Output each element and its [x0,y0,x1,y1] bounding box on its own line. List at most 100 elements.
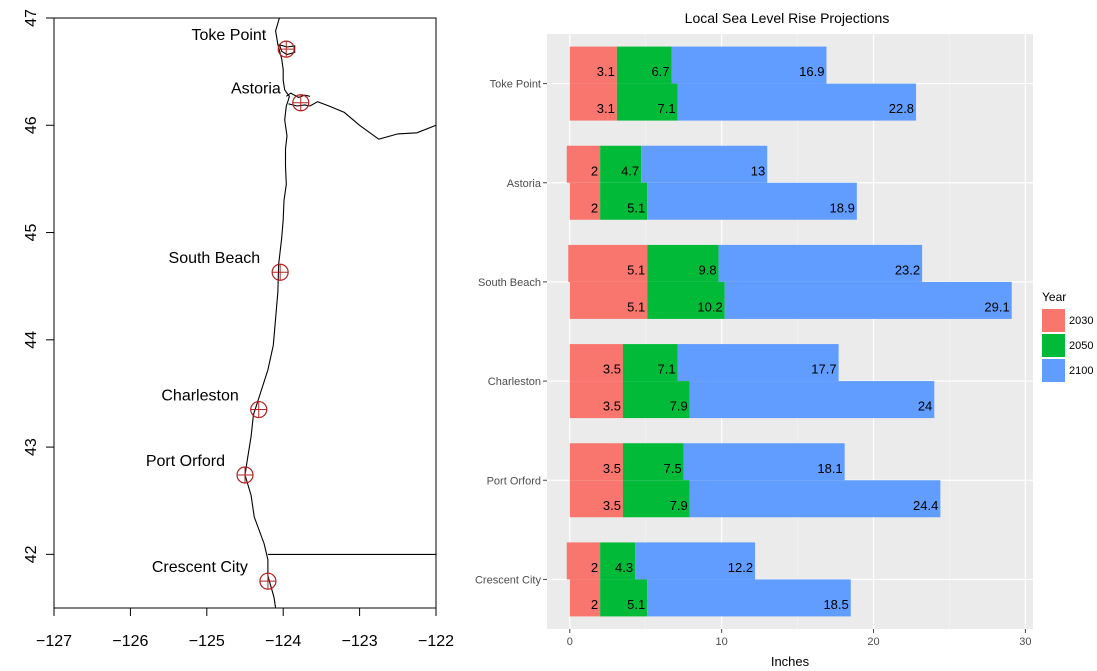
data-label: 5.1 [627,597,645,612]
data-label: 5.1 [627,200,645,215]
data-label: 3.5 [603,362,621,377]
map-x-tick-label: −127 [36,633,72,650]
data-label: 18.9 [830,200,855,215]
bar-segment [600,145,642,183]
data-label: 7.1 [658,101,676,116]
data-label: 29.1 [984,299,1009,314]
x-tick-label: 30 [1019,636,1031,648]
bar-segment [566,542,601,580]
map-panel: Toke Point Astoria South Beach Charleston Po… [23,9,454,650]
data-label: 17.7 [811,362,836,377]
data-label: 24.4 [913,498,938,513]
data-label: 10.2 [697,299,722,314]
data-label: 12.2 [728,560,753,575]
bar-segment [569,579,601,617]
bar-segment [677,83,917,121]
bar-axes: Toke Point Astoria South Beach Charleston Po… [475,79,1032,648]
data-label: 7.9 [670,498,688,513]
bar-bars: 3.1 6.7 16.9 3.1 7.1 22.8 2 4.7 13 2 5.1 18.9 5.1 9.8… [566,46,1012,617]
bar-segment [600,542,636,580]
bar-segment [647,244,719,282]
data-label: 5.1 [627,262,645,277]
data-label: 6.7 [651,64,669,79]
data-label: 3.5 [603,498,621,513]
station-marker: Toke Point [192,27,295,58]
y-tick-label: Astoria [507,178,542,190]
bar-segment [569,480,623,518]
x-tick-label: 0 [567,636,573,648]
coastline [244,17,290,609]
data-label: 7.1 [658,362,676,377]
y-tick-label: Port Orford [487,475,541,487]
data-label: 2 [591,200,598,215]
data-label: 3.1 [597,101,615,116]
data-label: 23.2 [895,262,920,277]
station-marker: South Beach [169,250,289,281]
bar-segment [600,182,648,220]
data-label: 9.8 [699,262,717,277]
station-label: Astoria [231,81,281,98]
y-tick-label: Charleston [488,376,541,388]
data-label: 4.7 [621,163,639,178]
bar-segment [569,381,623,419]
bar-segment [683,443,845,481]
bar-segment [677,344,839,382]
bar-segment [671,46,827,84]
bar-segment [641,145,768,183]
station-label: Charleston [161,388,238,405]
x-tick-label: 10 [716,636,728,648]
y-tick-label: Toke Point [490,79,541,91]
map-stations: Toke Point Astoria South Beach Charleston Po… [146,27,310,590]
station-marker: Astoria [231,81,310,112]
data-label: 18.5 [823,597,848,612]
map-x-tick-label: −125 [189,633,225,650]
bar-segment [622,480,690,518]
station-label: South Beach [169,250,261,267]
map-y-tick-label: 42 [23,545,40,563]
map-y-tick-label: 47 [23,9,40,27]
data-label: 7.9 [670,399,688,414]
map-x-tick-label: −122 [418,633,454,650]
bar-segment [622,443,684,481]
bar-segment [569,281,648,319]
data-label: 2 [591,560,598,575]
bar-segment [569,443,623,481]
bar-segment [566,145,601,183]
data-label: 13 [751,163,765,178]
bar-segment [616,46,672,84]
station-marker: Port Orford [146,453,254,484]
bar-segment [600,579,648,617]
map-y-tick-label: 43 [23,438,40,456]
bar-segment [724,281,1012,319]
plot-background [547,34,1033,629]
columbia-river-north-bank [285,92,311,99]
station-marker: Charleston [161,388,268,419]
willapa-bay [278,43,296,56]
map-x-tick-label: −123 [342,633,378,650]
bar-segment [689,480,941,518]
data-label: 3.5 [603,399,621,414]
data-label: 3.5 [603,461,621,476]
legend-swatch [1042,309,1065,332]
station-label: Crescent City [152,559,248,576]
bar-segment [568,244,648,282]
data-label: 7.5 [664,461,682,476]
legend-label: 2030 [1069,315,1093,327]
legend-label: 2050 [1069,340,1093,352]
bar-segment [689,381,935,419]
oregon-washington-border [309,101,437,140]
bar-segment [622,344,678,382]
data-label: 5.1 [627,299,645,314]
data-label: 3.1 [597,64,615,79]
y-tick-label: Crescent City [475,574,542,586]
bar-segment [569,344,623,382]
map-frame [53,17,437,609]
bar-segment [647,281,725,319]
data-label: 2 [591,163,598,178]
bar-segment [647,579,851,617]
map-x-tick-label: −126 [112,633,148,650]
data-label: 4.3 [615,560,633,575]
legend-label: 2100 [1069,365,1093,377]
data-label: 2 [591,597,598,612]
